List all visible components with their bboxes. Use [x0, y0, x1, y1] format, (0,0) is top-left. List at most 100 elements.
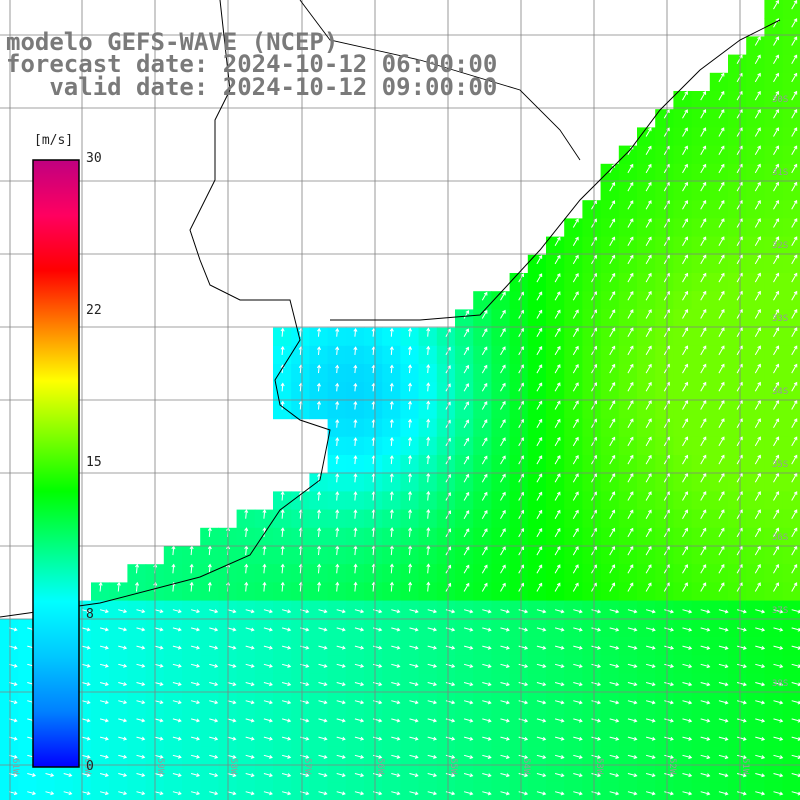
- wind-arrow: [554, 382, 561, 392]
- wind-arrow: [700, 199, 707, 210]
- wind-cell: [764, 291, 784, 310]
- wind-arrow: [372, 682, 383, 687]
- wind-cell: [637, 455, 656, 474]
- wind-arrow: [755, 736, 766, 741]
- wind-arrow: [645, 400, 652, 410]
- wind-arrow: [482, 791, 492, 796]
- wind-arrow: [755, 682, 766, 687]
- wind-arrow: [645, 345, 652, 356]
- wind-cell: [491, 382, 511, 401]
- wind-arrow: [99, 700, 109, 705]
- wind-cell: [600, 291, 620, 310]
- wind-cell: [618, 582, 638, 602]
- wind-arrow: [736, 736, 747, 741]
- wind-arrow: [463, 645, 474, 650]
- wind-cell: [655, 455, 674, 474]
- wind-cell: [728, 564, 747, 583]
- wind-cell: [673, 400, 693, 420]
- wind-arrow: [118, 663, 128, 668]
- wind-arrow: [518, 718, 529, 723]
- wind-cell: [254, 564, 274, 583]
- wind-cell: [655, 564, 674, 583]
- wind-arrow: [736, 663, 747, 669]
- wind-arrow: [791, 700, 800, 705]
- wind-arrow: [664, 645, 675, 650]
- wind-cell: [364, 364, 383, 383]
- wind-arrow: [445, 754, 456, 759]
- wind-cell: [436, 546, 456, 565]
- wind-cell: [691, 436, 711, 456]
- wind-arrow: [791, 181, 798, 192]
- wind-arrow: [353, 400, 358, 410]
- wind-arrow: [682, 700, 693, 705]
- border-line: [299, 0, 581, 161]
- wind-arrow: [627, 527, 634, 538]
- wind-arrow: [172, 773, 182, 777]
- wind-arrow: [736, 682, 747, 687]
- wind-cell: [527, 254, 547, 274]
- wind-cell: [582, 236, 602, 256]
- wind-arrow: [209, 718, 219, 723]
- wind-arrow: [754, 454, 761, 465]
- wind-arrow: [316, 509, 322, 519]
- wind-cell: [637, 436, 656, 456]
- wind-arrow: [391, 609, 401, 614]
- wind-arrow: [389, 473, 394, 483]
- wind-arrow: [609, 254, 616, 265]
- wind-cell: [709, 91, 729, 110]
- wind-arrow: [791, 545, 798, 556]
- wind-cell: [600, 527, 620, 547]
- wind-cell: [182, 582, 201, 602]
- wind-arrow: [317, 527, 322, 537]
- wind-cell: [291, 546, 310, 565]
- wind-arrow: [481, 401, 488, 410]
- wind-cell: [564, 327, 583, 347]
- wind-arrow: [154, 627, 164, 632]
- wind-cell: [782, 600, 800, 620]
- wind-cell: [382, 382, 401, 401]
- wind-arrow: [335, 473, 340, 483]
- wind-arrow: [99, 754, 109, 759]
- wind-cell: [764, 0, 784, 19]
- wind-cell: [509, 382, 529, 401]
- wind-cell: [728, 163, 747, 183]
- wind-cell: [691, 91, 711, 110]
- wind-cell: [728, 546, 747, 565]
- wind-arrow: [791, 399, 798, 410]
- wind-arrow: [463, 383, 469, 392]
- wind-arrow: [536, 327, 543, 337]
- wind-arrow: [791, 563, 798, 574]
- wind-arrow: [645, 472, 652, 483]
- wind-cell: [600, 400, 620, 420]
- wind-cell: [673, 509, 693, 529]
- wind-cell: [364, 491, 383, 511]
- wind-cell: [728, 418, 747, 438]
- wind-arrow: [407, 436, 413, 446]
- wind-cell: [527, 491, 547, 511]
- wind-arrow: [700, 736, 711, 741]
- wind-cell: [163, 546, 183, 565]
- wind-cell: [327, 400, 347, 420]
- wind-cell: [618, 400, 638, 420]
- wind-cell: [673, 327, 693, 347]
- wind-arrow: [536, 473, 543, 483]
- wind-arrow: [554, 645, 565, 650]
- wind-arrow: [627, 791, 638, 796]
- wind-arrow: [336, 682, 346, 687]
- wind-arrow: [408, 527, 413, 537]
- wind-arrow: [536, 791, 547, 796]
- wind-arrow: [263, 663, 273, 668]
- wind-arrow: [81, 718, 91, 723]
- wind-cell: [600, 473, 620, 492]
- wind-arrow: [645, 181, 652, 192]
- wind-cell: [509, 582, 529, 602]
- wind-arrow: [718, 181, 725, 192]
- wind-arrow: [281, 791, 292, 796]
- wind-arrow: [791, 645, 800, 650]
- wind-cell: [582, 327, 602, 347]
- wind-arrow: [791, 199, 798, 210]
- lon-label: 55W: [448, 758, 458, 775]
- wind-cell: [527, 473, 547, 492]
- wind-cell: [400, 364, 420, 383]
- wind-cell: [527, 509, 547, 529]
